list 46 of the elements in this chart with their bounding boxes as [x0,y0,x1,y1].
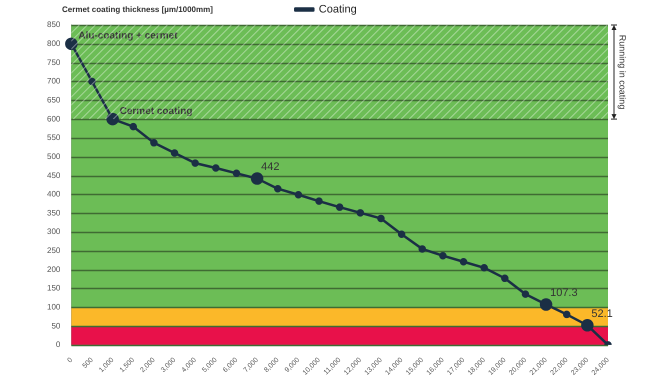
y-tick-label: 650 [46,95,61,104]
point [130,122,138,130]
y-tick-label: 250 [46,246,61,256]
point [356,209,364,217]
point [460,258,468,266]
point [150,139,158,147]
point [294,190,302,198]
annotation: Alu-coating + cermet [78,30,178,42]
point [480,264,488,272]
y-tick-label: 300 [46,227,61,236]
point [398,230,406,238]
legend-label: Coating [318,4,357,16]
y-tick-label: 450 [46,170,61,180]
point [439,252,447,260]
data-label: 107.3 [550,287,578,300]
y-tick-label: 350 [46,208,61,218]
point [232,170,240,178]
data-label: 442 [261,161,280,174]
y-tick-label: 50 [51,321,61,330]
y-tick-label: 200 [46,264,61,274]
point [377,214,385,222]
y-tick-label: 750 [46,58,61,67]
annotation: Cermet coating [120,106,192,117]
point [522,290,530,298]
point [562,310,570,318]
point [418,245,426,253]
y-tick-label: 100 [46,302,61,312]
y-tick-label: 800 [46,39,61,48]
y-tick-label: 400 [46,190,61,199]
point [191,159,199,167]
point [501,274,509,282]
y-tick-label: 600 [46,114,61,124]
point [336,203,344,211]
point [212,164,220,172]
chart-title: Cermet coating thickness [µm/1000mm] [62,5,214,14]
point [315,197,323,205]
point [88,78,96,86]
y-tick-label: 550 [46,133,61,142]
y-tick-label: 700 [46,76,61,86]
point [274,184,282,192]
y-tick-label: 150 [46,284,61,293]
band-label: Running in coating [618,34,628,110]
point [170,149,178,157]
y-tick-label: 0 [56,340,61,350]
y-tick-label: 500 [46,152,61,161]
y-tick-label: 850 [46,20,61,30]
